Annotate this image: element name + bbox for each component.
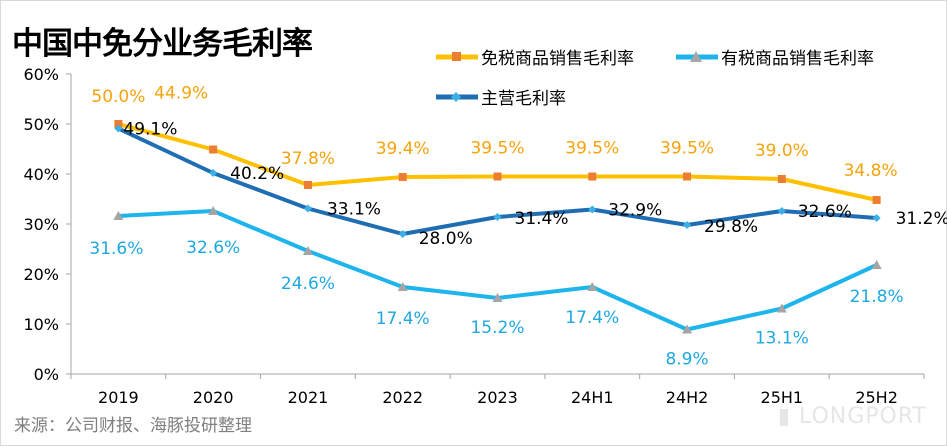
data-label: 32.6%: [798, 202, 852, 222]
data-label: 31.4%: [515, 209, 569, 229]
data-point: [303, 181, 312, 189]
legend-item-main: 主营毛利率: [436, 84, 566, 109]
data-point: [776, 303, 787, 313]
x-tick-label: 2023: [477, 388, 518, 407]
data-label: 32.6%: [186, 238, 240, 258]
data-label: 50.0%: [91, 87, 145, 107]
data-label: 49.1%: [123, 120, 177, 140]
x-tick-label: 2022: [382, 388, 423, 407]
data-point: [683, 172, 692, 181]
x-tick-label: 25H1: [761, 388, 804, 407]
data-point: [588, 172, 597, 181]
y-tick-label: 20%: [23, 265, 59, 284]
data-label: 17.4%: [565, 308, 619, 328]
data-label: 44.9%: [154, 84, 208, 104]
data-point: [113, 211, 124, 220]
data-label: 29.8%: [704, 217, 758, 237]
y-tick-label: 30%: [23, 215, 59, 234]
data-label: 39.5%: [660, 139, 714, 159]
data-label: 21.8%: [850, 287, 904, 307]
y-tick-label: 10%: [23, 315, 59, 334]
data-point: [398, 173, 407, 181]
data-label: 15.2%: [470, 318, 524, 338]
data-label: 28.0%: [419, 229, 473, 249]
data-label: 39.4%: [376, 139, 430, 159]
x-tick-label: 2019: [98, 388, 139, 407]
legend-label: 有税商品销售毛利率: [721, 49, 874, 69]
legend-duty-paid-swatch-icon: [676, 50, 718, 62]
x-tick-label: 24H2: [666, 388, 709, 407]
data-point: [682, 324, 693, 334]
x-tick-label: 2020: [193, 388, 234, 407]
y-tick-label: 50%: [23, 115, 59, 134]
data-label: 34.8%: [844, 161, 898, 181]
watermark-logo: ▮ LONGPORT: [777, 404, 927, 429]
y-tick-label: 0%: [34, 365, 59, 384]
y-tick-label: 40%: [23, 165, 59, 184]
data-label: 39.5%: [470, 139, 524, 159]
x-tick-label: 2021: [288, 388, 329, 407]
legend-duty-free-swatch-icon: [436, 51, 478, 61]
data-point: [872, 214, 881, 222]
series-line-0: [117, 122, 878, 202]
data-point: [114, 124, 123, 133]
legend-item-duty-free: 免税商品销售毛利率: [436, 44, 634, 69]
data-point: [493, 213, 502, 221]
data-label: 24.6%: [281, 274, 335, 294]
data-point: [398, 230, 407, 238]
data-point: [588, 205, 597, 214]
data-point: [209, 145, 218, 154]
data-point: [492, 293, 503, 302]
y-tick-label: 60%: [23, 65, 59, 84]
data-point: [587, 282, 598, 291]
data-label: 17.4%: [376, 309, 430, 329]
data-label: 32.9%: [608, 201, 662, 221]
x-tick-label: 25H2: [855, 388, 898, 407]
data-label: 37.8%: [281, 149, 335, 169]
data-label: 8.9%: [665, 350, 708, 370]
data-point: [208, 206, 219, 215]
data-point: [872, 196, 881, 204]
data-point: [303, 204, 312, 213]
data-point: [777, 175, 786, 183]
data-point: [397, 282, 408, 291]
data-point: [209, 169, 218, 177]
data-label: 31.2%: [896, 209, 947, 229]
data-label: 31.6%: [89, 239, 143, 259]
data-label: 33.1%: [327, 200, 381, 220]
data-label: 39.0%: [755, 141, 809, 161]
data-point: [302, 246, 313, 255]
data-label: 13.1%: [755, 329, 809, 349]
data-point: [683, 221, 692, 229]
series-line-1: [118, 209, 878, 332]
data-label: 40.2%: [230, 164, 284, 184]
data-label: 39.5%: [565, 139, 619, 159]
legend-label: 主营毛利率: [481, 89, 566, 109]
legend-label: 免税商品销售毛利率: [481, 49, 634, 69]
chart-title: 中国中免分业务毛利率: [12, 26, 313, 62]
x-tick-label: 24H1: [571, 388, 614, 407]
data-point: [114, 120, 123, 128]
legend-item-duty-paid: 有税商品销售毛利率: [676, 44, 874, 69]
legend-main-swatch-icon: [436, 91, 478, 102]
source-note: 来源：公司财报、海豚投研整理: [14, 416, 252, 436]
data-point: [777, 207, 786, 215]
data-point: [871, 260, 882, 269]
data-point: [493, 172, 502, 181]
